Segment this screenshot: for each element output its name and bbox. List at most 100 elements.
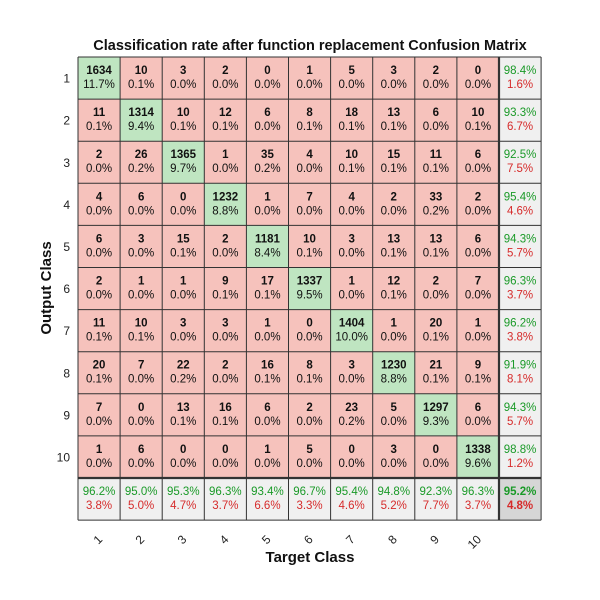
cell-percent: 0.0% bbox=[465, 79, 491, 91]
cell-percent: 0.0% bbox=[254, 332, 280, 344]
matrix-cell: 6 0.0% bbox=[456, 141, 499, 184]
matrix-cell: 1 0.0% bbox=[246, 183, 289, 226]
matrix-cell: 1 0.0% bbox=[246, 309, 289, 352]
matrix-cell: 5 0.0% bbox=[330, 57, 373, 100]
cell-percent: 0.1% bbox=[465, 374, 491, 386]
matrix-cells: 163411.7%100.1%30.0%20.0%00.0%10.0%50.0%… bbox=[78, 57, 499, 478]
cell-percent: 0.1% bbox=[296, 121, 322, 133]
column-summary-cell: 96.3% 3.7% bbox=[456, 478, 499, 521]
matrix-cell: 18 0.1% bbox=[330, 99, 373, 142]
cell-background bbox=[204, 99, 247, 142]
cell-background bbox=[246, 393, 289, 436]
cell-percent: 0.0% bbox=[465, 163, 491, 175]
cell-percent: 8.4% bbox=[254, 247, 280, 259]
matrix-cell: 2 0.0% bbox=[204, 225, 247, 268]
cell-percent: 0.0% bbox=[381, 79, 407, 91]
cell-background bbox=[204, 183, 247, 226]
cell-background bbox=[78, 183, 121, 226]
cell-background bbox=[288, 351, 331, 394]
cell-background bbox=[78, 435, 121, 478]
matrix-cell: 10 0.1% bbox=[120, 309, 163, 352]
y-axis-label: Output Class bbox=[38, 241, 55, 334]
matrix-cell: 8 0.1% bbox=[288, 351, 331, 394]
y-tick-label: 3 bbox=[63, 156, 70, 170]
cell-background bbox=[456, 225, 499, 268]
summary-correct: 96.3% bbox=[462, 486, 495, 498]
cell-percent: 0.0% bbox=[296, 163, 322, 175]
summary-correct: 93.3% bbox=[504, 107, 537, 119]
matrix-cell: 1230 8.8% bbox=[372, 351, 415, 394]
matrix-cell: 6 0.0% bbox=[120, 183, 163, 226]
cell-count: 12 bbox=[219, 107, 232, 119]
cell-percent: 0.0% bbox=[465, 247, 491, 259]
summary-background bbox=[204, 478, 247, 521]
y-tick-label: 4 bbox=[63, 198, 70, 212]
row-summary-cell: 98.4% 1.6% bbox=[499, 57, 542, 100]
summary-background bbox=[499, 99, 542, 142]
cell-count: 0 bbox=[475, 65, 481, 77]
cell-percent: 0.0% bbox=[296, 332, 322, 344]
matrix-cell: 6 0.0% bbox=[246, 99, 289, 142]
matrix-cell: 0 0.0% bbox=[456, 57, 499, 100]
cell-percent: 0.0% bbox=[339, 458, 365, 470]
matrix-cell: 9 0.1% bbox=[204, 267, 247, 310]
y-tick-label: 2 bbox=[63, 114, 70, 128]
matrix-cell: 1297 9.3% bbox=[414, 393, 457, 436]
cell-count: 6 bbox=[475, 149, 481, 161]
matrix-cell: 11 0.1% bbox=[414, 141, 457, 184]
cell-background bbox=[456, 309, 499, 352]
cell-background bbox=[162, 99, 205, 142]
cell-background bbox=[330, 141, 373, 184]
cell-percent: 0.2% bbox=[128, 163, 154, 175]
matrix-cell: 3 0.0% bbox=[204, 309, 247, 352]
summary-error: 3.3% bbox=[296, 500, 322, 512]
matrix-cell: 1 0.0% bbox=[330, 267, 373, 310]
summary-error: 5.7% bbox=[507, 416, 533, 428]
matrix-cell: 6 0.0% bbox=[78, 225, 121, 268]
cell-background bbox=[78, 99, 121, 142]
cell-percent: 10.0% bbox=[335, 332, 368, 344]
matrix-cell: 1 0.0% bbox=[204, 141, 247, 184]
matrix-cell: 4 0.0% bbox=[288, 141, 331, 184]
cell-background bbox=[120, 393, 163, 436]
cell-percent: 0.1% bbox=[423, 374, 449, 386]
cell-count: 6 bbox=[475, 233, 481, 245]
cell-percent: 0.0% bbox=[465, 416, 491, 428]
cell-background bbox=[288, 393, 331, 436]
matrix-cell: 1634 11.7% bbox=[78, 57, 121, 100]
summary-correct: 98.8% bbox=[504, 444, 537, 456]
cell-percent: 0.2% bbox=[423, 205, 449, 217]
cell-count: 2 bbox=[391, 191, 397, 203]
cell-percent: 0.0% bbox=[86, 163, 112, 175]
matrix-cell: 1 0.0% bbox=[78, 435, 121, 478]
matrix-cell: 1 0.0% bbox=[162, 267, 205, 310]
cell-count: 18 bbox=[345, 107, 358, 119]
cell-count: 0 bbox=[264, 65, 270, 77]
matrix-cell: 3 0.0% bbox=[162, 309, 205, 352]
summary-error: 1.6% bbox=[507, 79, 533, 91]
summary-error: 7.5% bbox=[507, 163, 533, 175]
summary-error: 5.0% bbox=[128, 500, 154, 512]
matrix-cell: 26 0.2% bbox=[120, 141, 163, 184]
cell-background bbox=[204, 57, 247, 100]
cell-count: 16 bbox=[219, 402, 232, 414]
cell-percent: 0.1% bbox=[423, 247, 449, 259]
column-summary-cell: 95.0% 5.0% bbox=[120, 478, 163, 521]
cell-count: 6 bbox=[96, 233, 102, 245]
cell-background bbox=[162, 393, 205, 436]
matrix-cell: 9 0.1% bbox=[456, 351, 499, 394]
x-tick-label: 5 bbox=[259, 532, 274, 547]
matrix-cell: 8 0.1% bbox=[288, 99, 331, 142]
summary-error: 4.6% bbox=[339, 500, 365, 512]
cell-percent: 0.1% bbox=[86, 332, 112, 344]
y-tick-label: 1 bbox=[63, 72, 70, 86]
cell-background bbox=[78, 309, 121, 352]
cell-background bbox=[246, 267, 289, 310]
cell-count: 20 bbox=[93, 360, 106, 372]
summary-correct: 98.4% bbox=[504, 65, 537, 77]
cell-background bbox=[414, 225, 457, 268]
matrix-cell: 0 0.0% bbox=[288, 309, 331, 352]
cell-background bbox=[372, 57, 415, 100]
cell-background bbox=[78, 141, 121, 184]
summary-background bbox=[330, 478, 373, 521]
